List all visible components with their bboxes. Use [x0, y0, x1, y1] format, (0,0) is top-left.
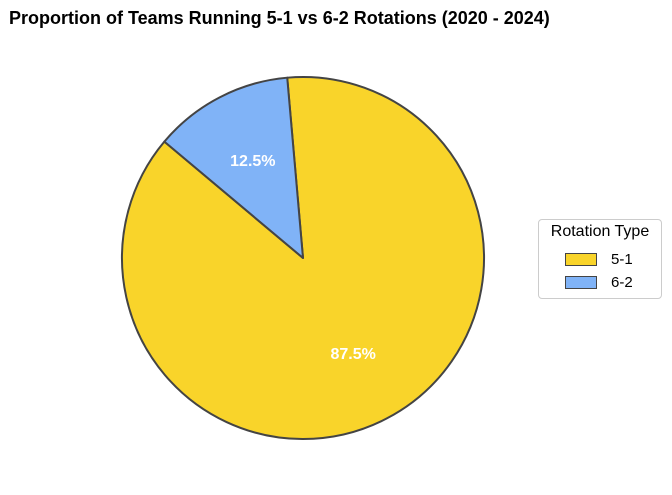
legend-entry-5-1: 5-1: [565, 249, 633, 269]
legend-swatch-5-1: [565, 252, 597, 266]
pie-slice-6-2: [163, 76, 304, 259]
legend-title: Rotation Type: [550, 223, 650, 240]
legend-swatch-6-2: [565, 275, 597, 289]
slice-value-label-5-1: 87.5%: [330, 346, 375, 363]
chart-title: Proportion of Teams Running 5-1 vs 6-2 R…: [9, 8, 550, 28]
legend-entry-6-2: 6-2: [565, 272, 633, 292]
legend: Rotation Type 5-1 6-2: [538, 219, 662, 299]
slice-value-label-6-2: 12.5%: [230, 153, 275, 170]
legend-label-6-2: 6-2: [611, 273, 633, 291]
legend-label-5-1: 5-1: [611, 250, 633, 268]
